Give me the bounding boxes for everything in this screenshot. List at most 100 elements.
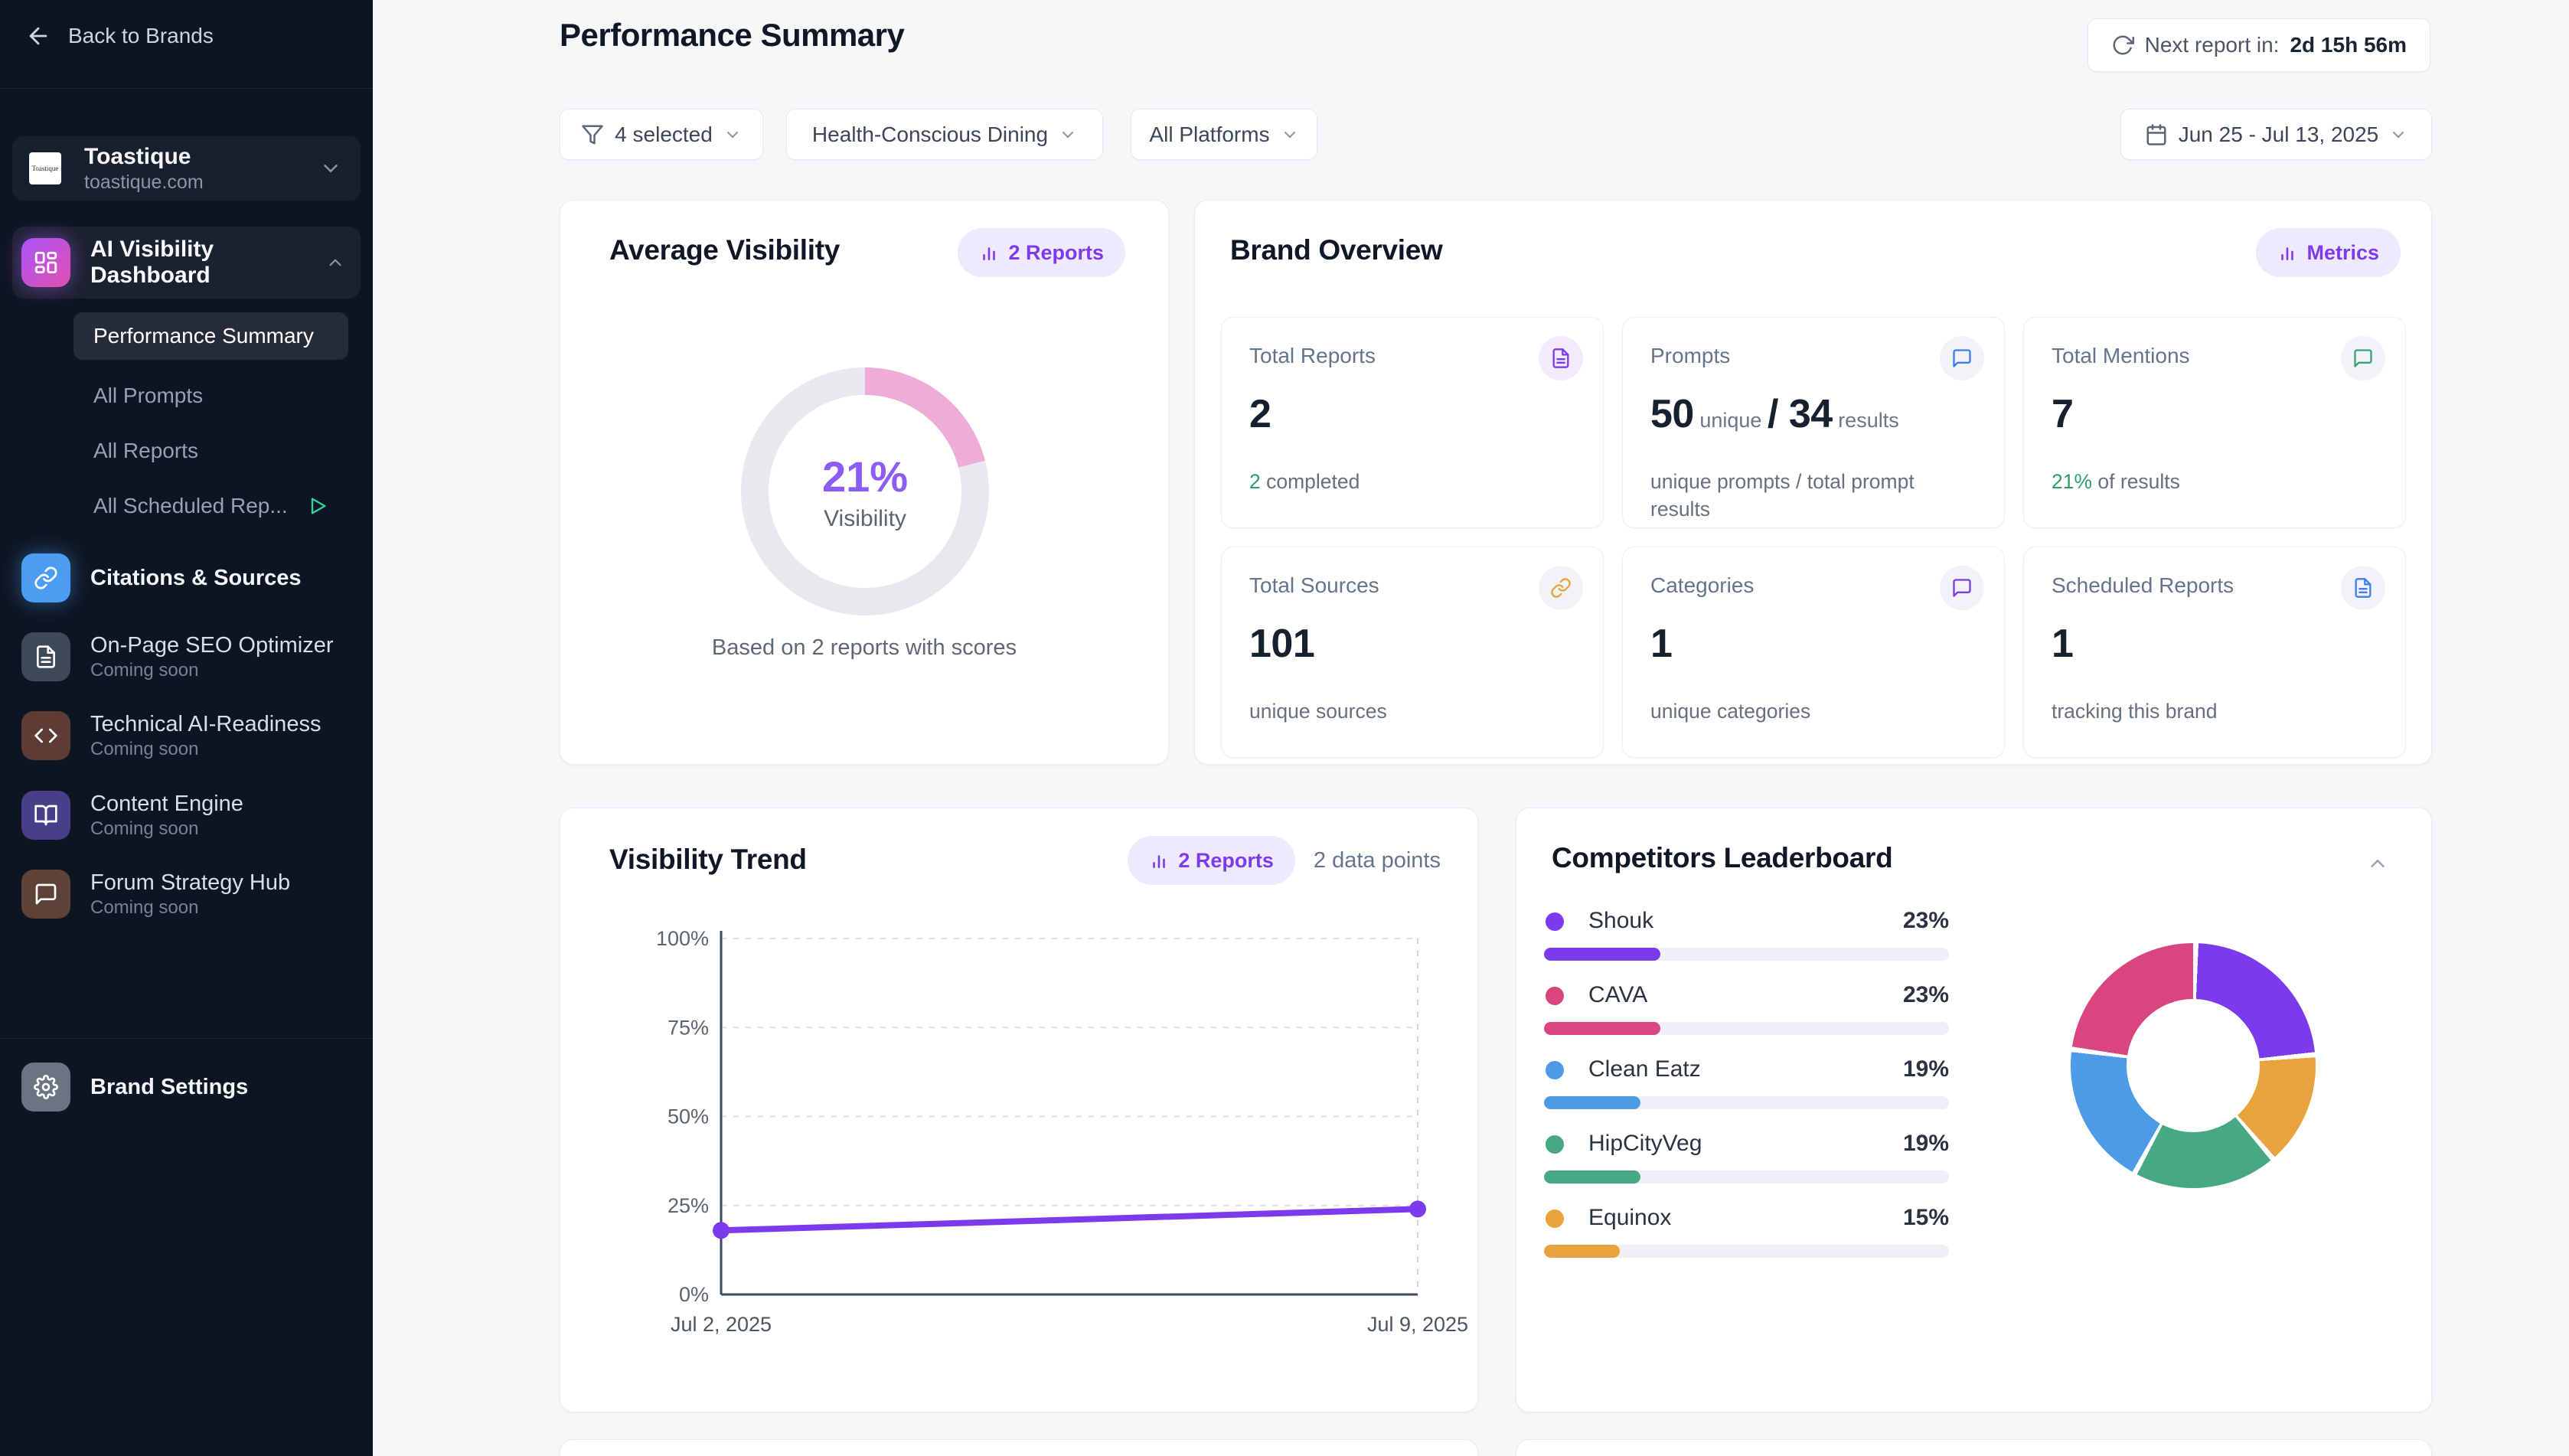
sidebar-item-ai-visibility-dashboard[interactable]: AI Visibility Dashboard <box>12 227 361 299</box>
reports-badge: 2 Reports <box>958 228 1125 277</box>
stat-value: 101 <box>1249 622 1315 666</box>
sidebar-divider <box>0 1038 373 1039</box>
progress-bar-fill <box>1544 1245 1621 1258</box>
reports-badge: 2 Reports <box>1128 836 1295 885</box>
next-report-label: Next report in: <box>2144 33 2280 57</box>
stat-value: 1 <box>1650 622 1673 666</box>
chevron-down-icon <box>726 131 738 138</box>
brand-logo-text: Toastique <box>29 152 61 184</box>
sidebar-item-performance-summary[interactable]: Performance Summary <box>73 312 348 360</box>
sidebar-item-brand-settings[interactable]: Brand Settings <box>21 1058 357 1116</box>
subnav-label: All Prompts <box>93 384 204 407</box>
stat-tile-total-sources: Total Sources 101 unique sources <box>1221 547 1604 758</box>
sidebar-item-citations-sources[interactable]: Citations & Sources <box>21 549 357 607</box>
funnel-icon <box>582 125 603 144</box>
stat-value: 50 unique / 34 results <box>1650 392 1899 436</box>
progress-bar-fill <box>1544 1096 1640 1109</box>
competitor-percentage: 15% <box>1902 1205 1949 1230</box>
bar-chart-icon <box>983 247 996 260</box>
sidebar-item-label: AI Visibility Dashboard <box>90 237 214 288</box>
book-icon <box>21 791 70 840</box>
partial-card <box>1516 1439 2432 1456</box>
brand-selector[interactable]: Toastique Toastique toastique.com <box>12 136 361 201</box>
visibility-caption: Visibility <box>824 505 906 531</box>
prompts-filter-dropdown[interactable]: 4 selected <box>560 109 763 160</box>
sidebar-item-technical-ai-readiness[interactable]: Technical AI-Readiness Coming soon <box>21 707 357 765</box>
link-icon <box>1539 566 1583 610</box>
leaderboard-row: Equinox 15% <box>1544 1205 1949 1260</box>
chevron-down-icon <box>1284 131 1295 138</box>
date-range-value: Jun 25 - Jul 13, 2025 <box>2178 122 2379 146</box>
progress-bar <box>1544 948 1949 961</box>
progress-bar <box>1544 1170 1949 1183</box>
sidebar-item-all-prompts[interactable]: All Prompts <box>73 372 348 419</box>
back-to-brands-link[interactable]: Back to Brands <box>25 23 214 49</box>
svg-text:0%: 0% <box>679 1283 709 1306</box>
platforms-filter-dropdown[interactable]: All Platforms <box>1131 109 1317 160</box>
progress-bar <box>1544 1245 1949 1258</box>
series-color-dot <box>1546 1061 1564 1079</box>
stat-tiles-grid: Total Reports 2 2 completed Prompts 50 u… <box>1221 317 2406 758</box>
arrow-left-icon <box>29 27 47 45</box>
date-range-dropdown[interactable]: Jun 25 - Jul 13, 2025 <box>2120 109 2432 160</box>
chat-icon <box>21 870 70 919</box>
back-to-brands-label: Back to Brands <box>68 24 214 47</box>
module-sublabel: Coming soon <box>90 660 199 681</box>
competitors-leaderboard-card: Competitors Leaderboard Shouk 23% CAVA 2… <box>1516 808 2432 1412</box>
brand-domain: toastique.com <box>84 171 204 193</box>
chevron-down-icon <box>2393 131 2404 138</box>
leaderboard-row: HipCityVeg 19% <box>1544 1131 1949 1186</box>
chat-icon <box>2341 336 2385 380</box>
progress-bar-fill <box>1544 1170 1640 1183</box>
stat-label: Scheduled Reports <box>2052 573 2234 597</box>
module-label: On-Page SEO Optimizer <box>90 633 334 658</box>
stat-tile-scheduled-reports: Scheduled Reports 1 tracking this brand <box>2023 547 2406 758</box>
card-title: Average Visibility <box>609 234 841 266</box>
competitor-name: HipCityVeg <box>1588 1131 1702 1156</box>
sidebar-item-forum-strategy-hub[interactable]: Forum Strategy Hub Coming soon <box>21 865 357 923</box>
brand-logo: Toastique <box>23 146 67 191</box>
collapse-button[interactable] <box>2362 848 2393 879</box>
subnav-label: All Scheduled Rep... <box>93 494 288 517</box>
module-sublabel: Coming soon <box>90 818 199 839</box>
chevron-up-icon <box>2371 860 2385 867</box>
page-title: Performance Summary <box>560 17 905 53</box>
sidebar: Back to Brands Toastique Toastique toast… <box>0 0 373 1456</box>
stat-subtext: 2 completed <box>1249 470 1360 493</box>
average-visibility-card: Average Visibility 2 Reports 21% Visibil… <box>560 200 1169 765</box>
document-icon <box>21 632 70 681</box>
category-filter-dropdown[interactable]: Health-Conscious Dining <box>786 109 1103 160</box>
svg-text:Jul 9, 2025: Jul 9, 2025 <box>1367 1313 1468 1336</box>
visibility-trend-card: Visibility Trend 2 Reports 2 data points… <box>560 808 1478 1412</box>
platforms-filter-value: All Platforms <box>1149 122 1270 146</box>
stat-label: Prompts <box>1650 344 1731 367</box>
sidebar-item-all-reports[interactable]: All Reports <box>73 427 348 475</box>
gear-icon <box>21 1063 70 1112</box>
sidebar-item-content-engine[interactable]: Content Engine Coming soon <box>21 786 357 844</box>
subnav-label: All Reports <box>93 439 198 462</box>
svg-text:Jul 2, 2025: Jul 2, 2025 <box>671 1313 772 1336</box>
card-title: Competitors Leaderboard <box>1552 842 1893 873</box>
progress-bar-fill <box>1544 1022 1661 1035</box>
competitor-percentage: 19% <box>1902 1131 1949 1156</box>
series-color-dot <box>1546 1135 1564 1154</box>
visibility-footnote: Based on 2 reports with scores <box>711 635 1017 660</box>
chevron-down-icon <box>324 165 338 172</box>
category-filter-value: Health-Conscious Dining <box>811 122 1049 146</box>
module-sublabel: Coming soon <box>90 897 199 918</box>
stat-tile-total-mentions: Total Mentions 7 21% of results <box>2023 317 2406 528</box>
svg-text:25%: 25% <box>668 1194 709 1217</box>
competitor-name: CAVA <box>1588 982 1648 1007</box>
next-report-button[interactable]: Next report in: 2d 15h 56m <box>2087 18 2430 72</box>
module-label: Brand Settings <box>90 1075 249 1099</box>
visibility-donut-chart <box>741 367 989 615</box>
leaderboard-row: Shouk 23% <box>1544 908 1949 963</box>
sidebar-item-all-scheduled-reports[interactable]: All Scheduled Rep... <box>73 482 348 530</box>
leaderboard-row: CAVA 23% <box>1544 982 1949 1037</box>
progress-bar <box>1544 1096 1949 1109</box>
brand-name: Toastique <box>84 144 191 169</box>
chevron-up-icon <box>329 259 341 266</box>
chat-icon <box>1940 566 1984 610</box>
sidebar-item-onpage-seo-optimizer[interactable]: On-Page SEO Optimizer Coming soon <box>21 628 357 686</box>
subnav-label: Performance Summary <box>93 324 314 348</box>
